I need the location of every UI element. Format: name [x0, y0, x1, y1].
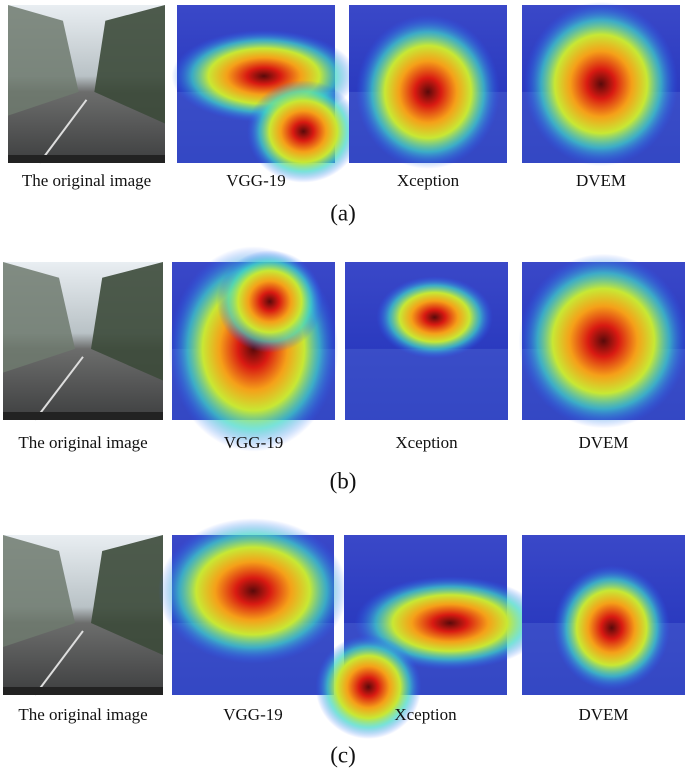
heatmap-image — [522, 535, 685, 695]
row-label: (a) — [330, 200, 356, 225]
heatmap-image — [168, 246, 339, 452]
heat-blob — [354, 576, 546, 670]
caption: VGG-19 — [226, 171, 286, 190]
heatmap-image — [349, 5, 507, 169]
heat-blob — [158, 518, 348, 664]
right-buildings — [91, 262, 163, 381]
original-image — [8, 5, 165, 164]
scene-tint — [345, 348, 508, 420]
caption: Xception — [394, 705, 457, 724]
heatmap-image — [518, 253, 685, 429]
caption: VGG-19 — [223, 705, 283, 724]
heat-blob — [315, 635, 422, 739]
heat-blob — [553, 565, 670, 691]
heatmap-image — [315, 535, 546, 739]
caption: Xception — [397, 171, 460, 190]
heat-blob — [518, 253, 685, 429]
heatmap-image — [345, 262, 508, 420]
caption: DVEM — [576, 171, 626, 190]
dashboard — [3, 687, 163, 695]
caption: The original image — [18, 433, 147, 452]
original-image — [3, 262, 163, 421]
caption: The original image — [22, 171, 151, 190]
heat-blob — [523, 1, 679, 167]
left-buildings — [3, 535, 75, 647]
heat-blob — [246, 80, 360, 183]
heatmap-image — [171, 5, 360, 183]
caption: DVEM — [578, 705, 628, 724]
heatmap-image — [158, 518, 348, 695]
lane-line — [34, 630, 84, 696]
caption: DVEM — [578, 433, 628, 452]
heat-blob — [356, 14, 500, 169]
dashboard — [3, 412, 163, 420]
left-buildings — [3, 262, 75, 373]
row-label: (c) — [330, 742, 356, 767]
heat-blob — [376, 276, 493, 359]
caption: VGG-19 — [224, 433, 284, 452]
left-buildings — [8, 5, 79, 116]
heatmap-image — [522, 1, 680, 167]
caption: The original image — [18, 705, 147, 724]
dashboard — [8, 155, 165, 163]
right-buildings — [91, 535, 163, 655]
lane-line — [34, 356, 84, 421]
lane-line — [38, 99, 88, 164]
caption: Xception — [395, 433, 458, 452]
row-label: (b) — [330, 468, 357, 493]
heat-blob — [216, 250, 323, 353]
original-image — [3, 535, 163, 696]
right-buildings — [94, 5, 165, 124]
